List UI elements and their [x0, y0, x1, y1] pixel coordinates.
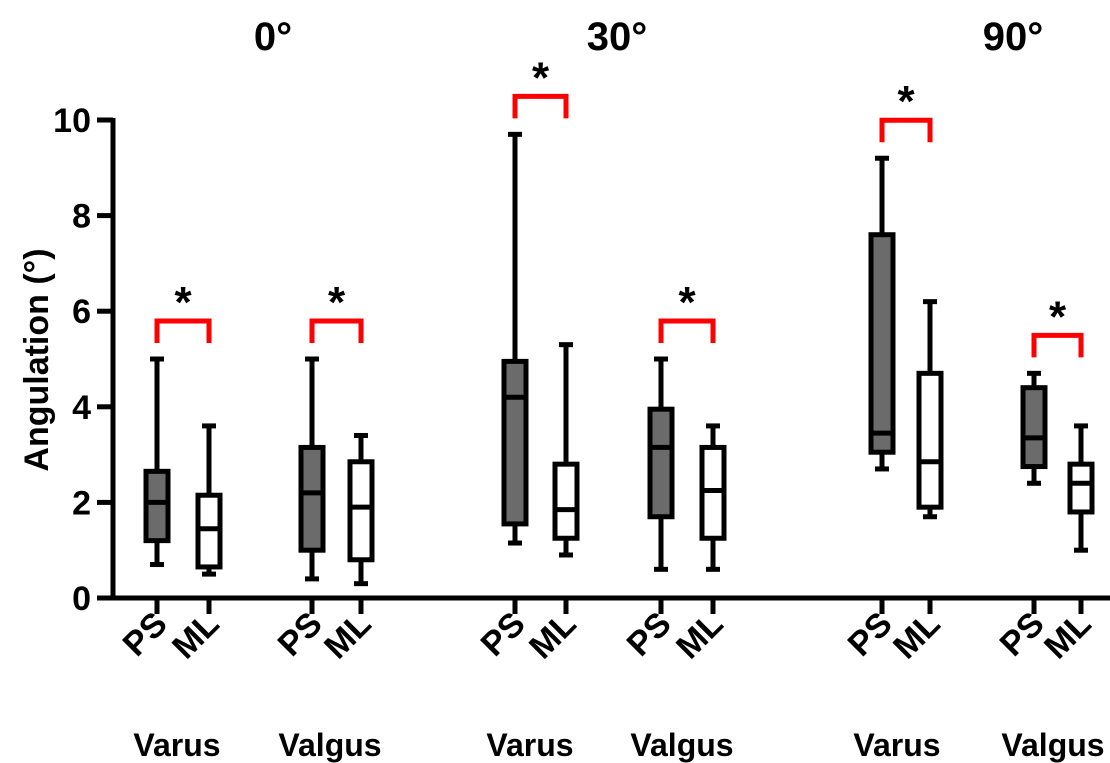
- box-ps: [143, 468, 171, 544]
- significance-bracket: [309, 318, 364, 343]
- significance-bracket: [512, 93, 569, 119]
- significance-marker: *: [678, 278, 696, 327]
- x-tick-label: ML: [522, 605, 584, 667]
- x-tick-label: ML: [886, 605, 948, 667]
- condition-label: Valgus: [630, 727, 733, 763]
- x-tick-label: ML: [669, 605, 731, 667]
- x-tick-label: PS: [271, 605, 330, 664]
- significance-bracket: [658, 318, 716, 343]
- y-tick-label: 8: [72, 198, 91, 236]
- condition-label: Varus: [486, 727, 573, 763]
- significance-marker: *: [532, 53, 550, 102]
- group-title: 0°: [254, 15, 292, 59]
- chart-marks: 0°VarusPSML*ValgusPSML*30°VarusPSML*Valg…: [116, 15, 1105, 763]
- condition-label: Valgus: [278, 727, 381, 763]
- box-ps: [501, 358, 529, 527]
- box-ml: [552, 461, 580, 541]
- significance-bracket: [879, 117, 933, 143]
- box-ps: [647, 406, 675, 520]
- significance-marker: *: [174, 278, 192, 327]
- significance-marker: *: [897, 77, 915, 126]
- y-tick-label: 0: [72, 580, 91, 618]
- x-tick-label: PS: [620, 605, 679, 664]
- condition-label: Valgus: [1001, 727, 1104, 763]
- y-axis-label: Angulation (°): [18, 248, 56, 471]
- box-ps: [868, 232, 896, 455]
- y-tick-label: 2: [72, 484, 91, 522]
- x-tick-label: PS: [116, 605, 175, 664]
- axes: 0 2 4 6 8 10: [53, 102, 1110, 618]
- x-tick-label: ML: [317, 605, 379, 667]
- box-ml: [916, 370, 944, 510]
- significance-bracket: [154, 318, 212, 343]
- x-tick-label: PS: [474, 605, 533, 664]
- significance-marker: *: [328, 278, 346, 327]
- box-ps: [1020, 385, 1048, 470]
- condition-label: Varus: [133, 727, 220, 763]
- x-tick-label: ML: [165, 605, 227, 667]
- group-title: 90°: [983, 15, 1044, 59]
- significance-bracket: [1031, 332, 1084, 358]
- condition-label: Varus: [853, 727, 940, 763]
- y-tick-label: 6: [72, 293, 91, 331]
- y-tick-label: 10: [53, 102, 91, 140]
- y-tick-label: 4: [72, 389, 91, 427]
- box-ps: [298, 444, 326, 553]
- box-ml: [1067, 461, 1095, 515]
- x-tick-label: ML: [1037, 605, 1099, 667]
- box-ml: [347, 459, 375, 563]
- group-title: 30°: [587, 15, 648, 59]
- significance-marker: *: [1049, 292, 1067, 341]
